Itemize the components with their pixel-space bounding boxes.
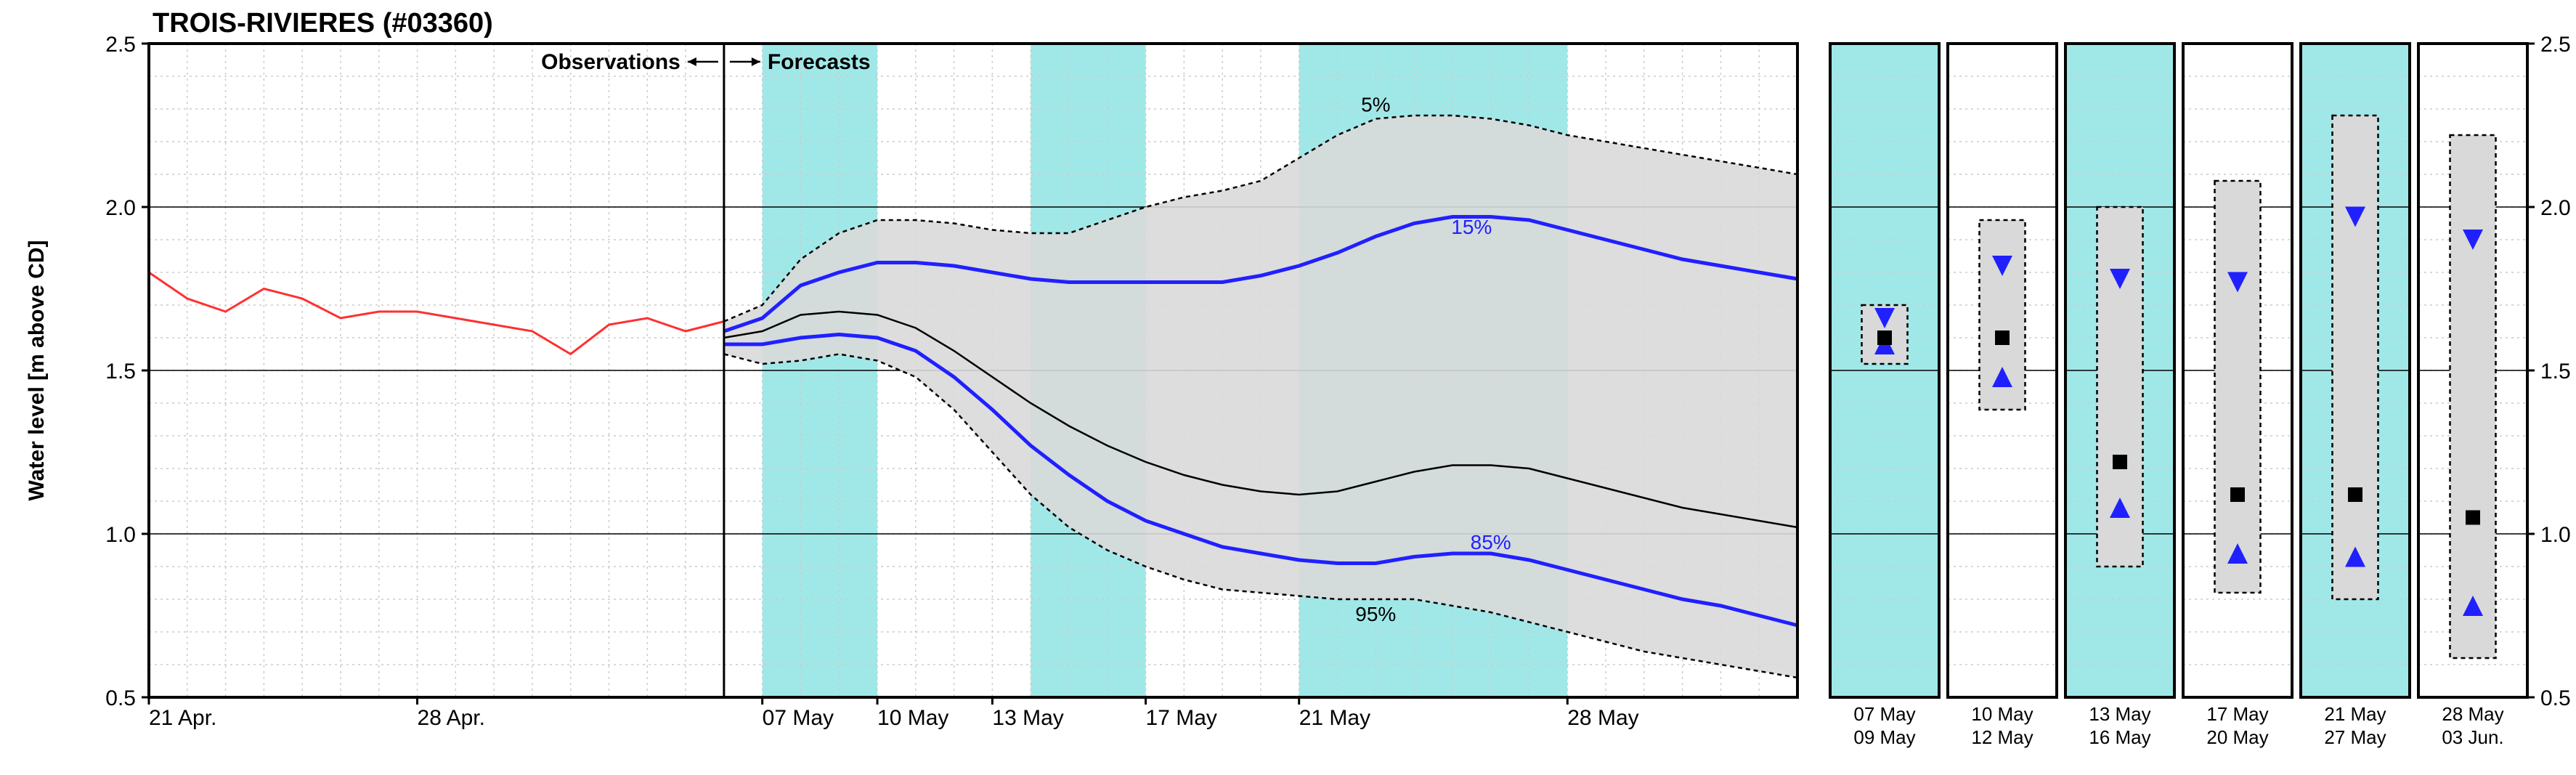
svg-text:21 May: 21 May (1299, 706, 1370, 730)
svg-text:07 May: 07 May (1853, 703, 1915, 725)
svg-text:21 Apr.: 21 Apr. (149, 706, 216, 730)
svg-text:1.5: 1.5 (2540, 360, 2571, 384)
svg-text:13 May: 13 May (2089, 703, 2150, 725)
svg-text:27 May: 27 May (2324, 726, 2386, 748)
svg-text:12 May: 12 May (1971, 726, 2033, 748)
svg-text:17 May: 17 May (2206, 703, 2268, 725)
svg-text:28 May: 28 May (2442, 703, 2503, 725)
svg-text:10 May: 10 May (877, 706, 948, 730)
svg-text:17 May: 17 May (1146, 706, 1217, 730)
svg-text:1.0: 1.0 (2540, 523, 2571, 547)
svg-text:0.5: 0.5 (105, 686, 136, 710)
svg-text:85%: 85% (1471, 531, 1511, 553)
svg-text:28 May: 28 May (1567, 706, 1638, 730)
svg-text:07 May: 07 May (763, 706, 834, 730)
svg-text:0.5: 0.5 (2540, 686, 2571, 710)
svg-text:2.0: 2.0 (105, 196, 136, 220)
svg-text:Water level [m above CD]: Water level [m above CD] (25, 240, 49, 501)
svg-text:13 May: 13 May (992, 706, 1063, 730)
svg-text:15%: 15% (1451, 216, 1492, 238)
svg-text:Observations: Observations (541, 50, 680, 74)
svg-text:20 May: 20 May (2206, 726, 2268, 748)
svg-text:03 Jun.: 03 Jun. (2442, 726, 2503, 748)
svg-text:TROIS-RIVIERES (#03360): TROIS-RIVIERES (#03360) (153, 8, 493, 38)
svg-text:09 May: 09 May (1853, 726, 1915, 748)
svg-text:2.5: 2.5 (2540, 33, 2571, 57)
svg-text:2.0: 2.0 (2540, 196, 2571, 220)
forecast-chart: TROIS-RIVIERES (#03360) Water level [m ab… (0, 0, 2576, 775)
svg-text:16 May: 16 May (2089, 726, 2150, 748)
svg-text:5%: 5% (1361, 94, 1390, 116)
svg-text:21 May: 21 May (2324, 703, 2386, 725)
svg-text:1.0: 1.0 (105, 523, 136, 547)
svg-text:1.5: 1.5 (105, 360, 136, 384)
svg-text:Forecasts: Forecasts (768, 50, 871, 74)
svg-text:28 Apr.: 28 Apr. (418, 706, 485, 730)
svg-text:10 May: 10 May (1971, 703, 2033, 725)
svg-text:2.5: 2.5 (105, 33, 136, 57)
svg-text:95%: 95% (1355, 603, 1396, 625)
